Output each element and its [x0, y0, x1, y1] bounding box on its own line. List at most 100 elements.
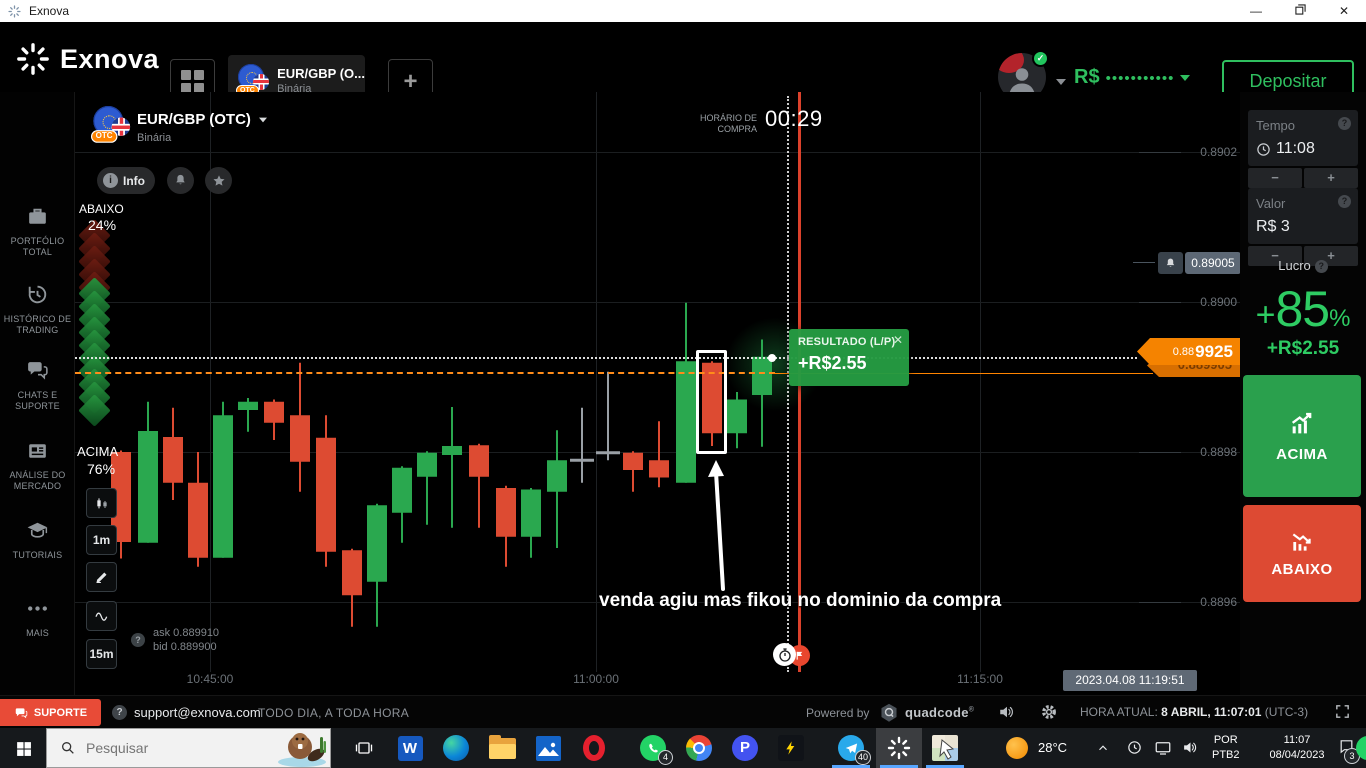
price-tick-label: 0.8902: [1200, 145, 1237, 159]
alerts-button[interactable]: [167, 167, 194, 194]
grid-icon: [181, 70, 204, 93]
sidebar-item-portfolio[interactable]: PORTFÓLIO TOTAL: [0, 204, 75, 258]
start-button[interactable]: [0, 728, 46, 768]
taskbar-item-edge[interactable]: [433, 728, 479, 768]
weather-temp[interactable]: 28°C: [1038, 740, 1068, 755]
tab-instrument-label: EUR/GBP (O...: [277, 66, 365, 81]
stopwatch-marker-icon: [773, 643, 796, 666]
taskbar-item-whatsapp[interactable]: 4: [630, 728, 676, 768]
screenshot-tool-icon: [932, 735, 958, 761]
highlighted-candle-box: [696, 350, 727, 454]
taskbar-item-chrome[interactable]: [676, 728, 722, 768]
support-chat-icon: [15, 707, 28, 718]
minimize-button[interactable]: —: [1250, 4, 1262, 18]
taskbar-item-opera[interactable]: [571, 728, 617, 768]
price-alert-bell-icon[interactable]: [1158, 252, 1183, 274]
sidebar-item-analise[interactable]: ANÁLISE DO MERCADO: [0, 438, 75, 492]
valor-value[interactable]: R$ 3: [1256, 218, 1290, 235]
windows-logo-icon: [16, 741, 31, 756]
suporte-button[interactable]: SUPORTE: [0, 699, 101, 726]
abaixo-button[interactable]: ABAIXO: [1243, 505, 1361, 602]
tray-language[interactable]: POR PTB2: [1212, 734, 1240, 761]
expiry-datetime-badge: 2023.04.08 11:19:51: [1063, 670, 1197, 691]
chart-pair-selector[interactable]: EUR/GBP (OTC): [137, 111, 268, 128]
indicators-button[interactable]: [86, 601, 117, 631]
edge-icon: [443, 735, 469, 761]
taskbar-item-screenshot[interactable]: [922, 728, 968, 768]
opera-icon: [583, 735, 605, 761]
fullscreen-icon[interactable]: [1334, 703, 1351, 720]
valor-minus-button[interactable]: −: [1248, 246, 1302, 266]
pair-caret-icon: [258, 117, 267, 122]
interval-1m-button[interactable]: 1m: [86, 525, 117, 555]
avatar-caret-icon[interactable]: [1056, 79, 1066, 85]
tray-chevron-icon[interactable]: [1096, 741, 1110, 755]
candlestick-icon: [96, 498, 107, 509]
support-email[interactable]: support@exnova.com: [134, 705, 261, 720]
sidebar-item-mais[interactable]: MAIS: [0, 596, 75, 639]
tray-clock[interactable]: 11:07 08/04/2023: [1269, 734, 1325, 761]
price-alert-badge[interactable]: 0.89005: [1185, 252, 1240, 274]
trend-up-icon: [1291, 412, 1312, 433]
time-tick-label: 11:15:00: [957, 672, 1003, 686]
acima-button[interactable]: ACIMA: [1243, 375, 1361, 497]
sidebar-item-chats[interactable]: CHATS E SUPORTE: [0, 358, 75, 412]
exnova-logo[interactable]: Exnova: [16, 42, 159, 76]
task-view-button[interactable]: [341, 728, 387, 768]
graduation-cap-icon: [27, 522, 48, 538]
taskbar-item-exnova[interactable]: [876, 728, 922, 768]
search-input[interactable]: [86, 740, 256, 756]
tempo-value[interactable]: 11:08: [1276, 140, 1315, 157]
user-annotation-text: venda agiu mas fikou no dominio da compr…: [599, 590, 1002, 611]
wave-icon: [94, 612, 107, 621]
valor-card: Valor ? R$ 3 − +: [1248, 188, 1358, 266]
chart-area[interactable]: 0.8902 0.8900 0.8898 0.8896 10:45:00 11:…: [75, 92, 1240, 695]
tempo-help-icon[interactable]: ?: [1338, 117, 1351, 130]
weather-icon[interactable]: [1006, 737, 1028, 759]
valor-help-icon[interactable]: ?: [1338, 195, 1351, 208]
quadcode-logo-icon: [878, 701, 900, 725]
info-button[interactable]: i Info: [97, 167, 155, 194]
time-tick-label: 11:00:00: [573, 672, 619, 686]
tempo-card: Tempo ? 11:08 − +: [1248, 110, 1358, 188]
bid-value: bid 0.889900: [153, 641, 217, 653]
taskbar-search[interactable]: [46, 728, 331, 768]
gridline-horizontal: [75, 452, 1240, 453]
taskbar-item-movies[interactable]: [525, 728, 571, 768]
sentiment-up-label: ACIMA: [77, 444, 119, 459]
tray-speaker-icon[interactable]: [1182, 739, 1199, 756]
exnova-window-icon: [8, 5, 21, 18]
tray-lock-icon[interactable]: [1126, 739, 1143, 756]
tray-network-icon[interactable]: [1154, 739, 1172, 757]
result-tooltip: RESULTADO (L/P) +R$2.55 ✕: [789, 329, 909, 386]
word-icon: W: [397, 735, 423, 761]
chrome-icon: [686, 735, 712, 761]
lucro-help-icon[interactable]: ?: [1314, 260, 1328, 274]
pencil-icon: [96, 572, 107, 583]
sidebar-item-tutoriais[interactable]: TUTORIAIS: [0, 518, 75, 561]
favorite-button[interactable]: [205, 167, 232, 194]
taskbar-item-p-app[interactable]: P: [722, 728, 768, 768]
tooltip-close-icon[interactable]: ✕: [892, 333, 903, 347]
chart-type-button[interactable]: [86, 488, 117, 518]
taskbar-item-explorer[interactable]: [479, 728, 525, 768]
settings-gear-icon[interactable]: [1040, 703, 1058, 721]
restore-button[interactable]: [1278, 0, 1322, 22]
taskbar-item-trading-app[interactable]: [768, 728, 814, 768]
askbid-help-icon[interactable]: ?: [131, 633, 145, 647]
entry-price-line-solid: [773, 373, 1153, 374]
taskbar-item-word[interactable]: W: [387, 728, 433, 768]
balance-selector[interactable]: R$ •••••••••••: [1074, 66, 1191, 89]
verified-badge-icon: ✓: [1032, 50, 1049, 67]
taskbar-item-telegram[interactable]: 40: [828, 728, 874, 768]
current-price-dot: [768, 354, 776, 362]
tempo-label: Tempo: [1256, 118, 1296, 133]
tempo-minus-button[interactable]: −: [1248, 168, 1302, 188]
close-button[interactable]: ✕: [1338, 4, 1350, 18]
sidebar-item-historico[interactable]: HISTÓRICO DE TRADING: [0, 282, 75, 336]
tempo-plus-button[interactable]: +: [1304, 168, 1358, 188]
draw-tool-button[interactable]: [86, 562, 117, 592]
interval-15m-button[interactable]: 15m: [86, 639, 117, 669]
p-app-icon: P: [732, 735, 758, 761]
sound-button[interactable]: [998, 703, 1016, 721]
